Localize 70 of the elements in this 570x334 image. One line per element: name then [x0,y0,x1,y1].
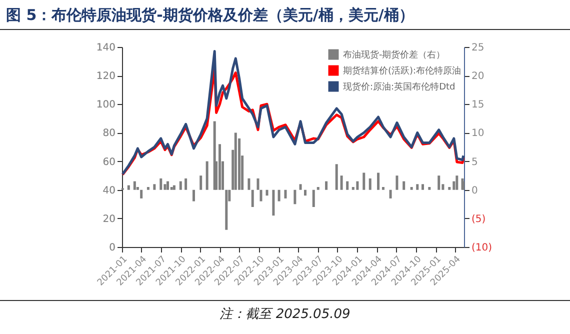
bar [382,187,384,190]
legend-label: 期货结算价(活跃):布伦特原油 [343,66,462,76]
bar [278,190,280,202]
bar [312,190,315,207]
y2-tick-label: 15 [472,100,484,111]
y-tick-label: 0 [109,242,116,254]
bar [340,176,343,190]
bar [234,132,237,190]
y-tick-label: 40 [102,185,116,196]
y2-tick-label: (10) [472,242,492,254]
bar [316,187,320,190]
y-tick-label: 20 [102,214,116,225]
y-tick-label: 60 [102,156,116,168]
bar [448,187,451,190]
bar [396,176,398,190]
y-tick-label: 100 [96,100,116,111]
bar [299,184,302,190]
y2-tick-label: 10 [472,128,484,140]
bar [294,190,296,204]
bar [456,176,458,190]
bar [206,161,208,190]
bar [304,190,306,196]
bar [256,178,260,190]
bar [356,181,359,190]
legend-label: 现货价:原油:英国布伦特Dtd [343,82,456,92]
bar [200,176,202,190]
bar [335,164,338,190]
chart-title: 图 5：布伦特原油现货-期货价格及价差（美元/桶，美元/桶） [0,0,570,30]
y2-tick-label: 25 [472,42,484,54]
bar [160,178,162,190]
bar [153,184,156,190]
bar [325,181,328,190]
bar [368,178,372,190]
bar [133,181,136,190]
bar [166,181,170,190]
bar [266,190,268,196]
bar [410,187,413,190]
bar [428,187,431,190]
bar [377,172,380,190]
bar [260,190,262,202]
y2-tick-label: (5) [472,214,486,225]
text: 注：截至 2025.05.09 [0,300,570,323]
y2-tick-label: 5 [472,156,478,168]
bar [179,181,182,190]
bar [251,190,254,207]
bar [218,144,221,190]
bar [192,190,195,202]
bar [225,190,228,230]
y2-tick-label: 0 [472,185,478,196]
y-tick-label: 140 [96,42,116,54]
y-tick-label: 80 [102,128,116,140]
bar [402,181,406,190]
bar [389,190,392,198]
bar [438,176,440,190]
bar [362,172,366,190]
bar [140,190,143,198]
bar [172,185,176,190]
bar [127,185,130,190]
bar [422,184,424,190]
legend-label: 布油现货-期货价差（右） [343,50,446,60]
y-tick-label: 120 [96,71,116,82]
bar [146,187,150,190]
bar [272,190,275,216]
y2-tick-label: 20 [472,71,484,82]
bar [184,178,188,190]
bar [284,190,287,198]
bar [462,181,465,190]
bar [416,184,419,190]
bar [346,181,349,190]
bar [248,178,250,190]
